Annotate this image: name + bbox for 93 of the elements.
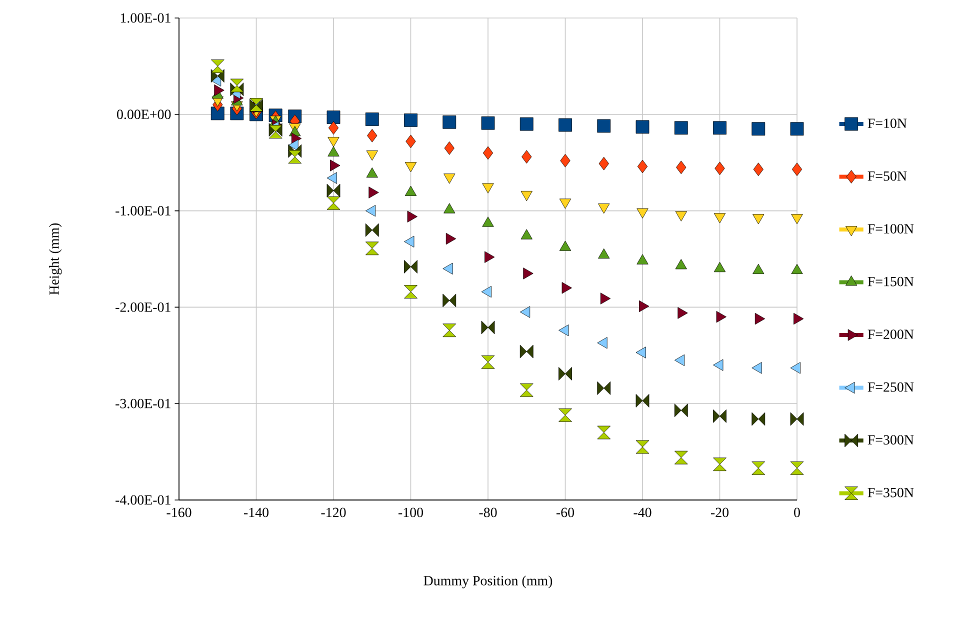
point	[481, 320, 495, 334]
point	[520, 190, 532, 202]
legend-label: F=250N	[868, 382, 914, 392]
point	[636, 394, 650, 408]
point	[366, 150, 378, 161]
point	[790, 412, 804, 426]
legend-label: F=150N	[868, 276, 914, 286]
point	[713, 458, 726, 472]
y-axis-title: Height (mm)	[49, 223, 62, 295]
point	[674, 121, 688, 135]
point	[406, 134, 416, 148]
point	[560, 154, 570, 168]
point	[520, 344, 534, 358]
point	[752, 412, 766, 426]
point	[482, 183, 494, 194]
point	[442, 115, 456, 129]
point	[520, 383, 534, 397]
point	[444, 174, 456, 184]
y-tick-label: -1.00E-01	[116, 206, 170, 216]
point	[210, 60, 224, 73]
point	[558, 118, 572, 132]
point	[597, 119, 611, 133]
point	[636, 208, 648, 218]
point	[714, 162, 725, 176]
point	[404, 113, 418, 127]
x-tick-label: -80	[479, 508, 497, 518]
point	[288, 150, 302, 164]
point	[674, 404, 688, 418]
y-tick-label: 1.00E-01	[120, 13, 170, 23]
point	[674, 450, 688, 464]
x-tick-label: -120	[321, 508, 346, 518]
point	[522, 150, 532, 164]
point	[597, 381, 611, 395]
point	[716, 311, 726, 323]
point	[365, 242, 379, 256]
legend-label: F=350N	[868, 488, 914, 498]
y-tick-label: 0.00E+00	[117, 110, 171, 120]
point	[328, 121, 339, 135]
point	[326, 196, 340, 210]
point	[752, 122, 766, 136]
point	[404, 285, 418, 298]
legend-label: F=50N	[868, 171, 907, 181]
x-tick-label: -60	[556, 508, 574, 518]
point	[326, 184, 340, 198]
point	[442, 324, 456, 338]
point	[365, 223, 379, 237]
point	[752, 461, 766, 475]
point	[713, 409, 726, 423]
point	[230, 78, 244, 92]
point	[558, 367, 572, 380]
point	[558, 408, 572, 422]
point	[597, 426, 611, 440]
x-tick-label: -20	[710, 508, 729, 518]
point	[562, 282, 572, 294]
point	[442, 294, 456, 308]
point	[559, 198, 572, 209]
point	[636, 120, 650, 134]
x-tick-label: -40	[634, 508, 652, 518]
point	[481, 116, 495, 130]
point	[713, 121, 726, 135]
point	[790, 461, 804, 475]
legend-label: F=100N	[868, 224, 914, 234]
point	[365, 112, 379, 126]
y-tick-label: -2.00E-01	[116, 302, 170, 312]
point	[637, 160, 648, 174]
point	[407, 210, 418, 222]
point	[676, 160, 686, 174]
point	[792, 162, 802, 176]
x-tick-label: 0	[794, 508, 800, 518]
point	[404, 260, 418, 274]
point	[714, 213, 726, 224]
point	[675, 211, 687, 222]
y-tick-label: -4.00E-01	[116, 495, 170, 505]
x-tick-label: -160	[166, 508, 192, 518]
legend-label: F=200N	[868, 330, 914, 340]
point	[482, 146, 494, 160]
point	[520, 117, 534, 131]
legend-label: F=300N	[868, 435, 914, 445]
point	[328, 136, 340, 148]
point	[481, 355, 495, 369]
point	[598, 156, 609, 170]
legend-label: F=10N	[868, 118, 907, 128]
x-axis-title: Dummy Position (mm)	[424, 576, 552, 588]
y-tick-label: -3.00E-01	[116, 398, 170, 408]
point	[636, 440, 650, 454]
point	[367, 128, 378, 142]
x-tick-label: -100	[398, 508, 423, 518]
x-tick-label: -140	[244, 508, 268, 518]
point	[753, 162, 764, 176]
point	[790, 122, 804, 136]
point	[326, 110, 340, 124]
point	[444, 141, 454, 155]
point	[598, 203, 610, 214]
